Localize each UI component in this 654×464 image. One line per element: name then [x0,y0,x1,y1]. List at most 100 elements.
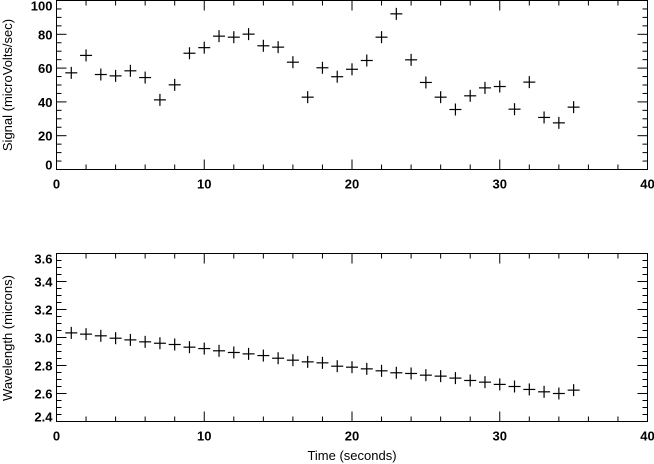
wavelength-y-tick-label: 2.8 [34,359,52,374]
wavelength-data-point [523,383,536,396]
wavelength-x-tick-label: 10 [197,429,211,444]
wavelength-data-point [567,384,580,397]
wavelength-data-point [272,352,285,365]
signal-data-point [523,76,536,89]
signal-x-tick-label: 40 [640,177,654,192]
wavelength-data-point [257,349,270,362]
wavelength-data-point [390,366,403,379]
signal-data-point [94,68,107,81]
signal-x-tick-label: 30 [493,177,507,192]
signal-data-point [419,76,432,89]
signal-data-point [183,47,196,60]
signal-data-point [242,28,255,41]
signal-data-point [153,93,166,106]
signal-data-point [213,30,226,43]
wavelength-data-point [286,354,299,367]
signal-data-point [464,89,477,102]
signal-data-point [508,103,521,116]
wavelength-data-point [493,378,506,391]
wavelength-plot: 0 10 20 30 40 2.4 2.6 2.8 3.0 3.2 3.4 3.6 Wavelengt… [0,252,654,464]
signal-data-point [478,81,491,94]
signal-data-point [139,71,152,84]
signal-y-tick-label: 40 [38,95,52,110]
wavelength-data-point [316,356,329,369]
wavelength-data-point [405,367,418,380]
wavelength-data-point [242,347,255,360]
wavelength-data-point [183,341,196,354]
wavelength-data-point [478,376,491,389]
signal-data-point [567,101,580,114]
wavelength-data-point [360,362,373,375]
wavelength-data-point [80,328,93,341]
wavelength-data-point [227,346,240,359]
wavelength-data-point [168,338,181,351]
wavelength-data-point [139,335,152,348]
wavelength-data-point [65,326,78,339]
signal-y-tick-label: 0 [45,158,52,173]
wavelength-x-tick-label: 30 [493,429,507,444]
signal-frame [56,0,648,170]
signal-y-tick-label: 80 [38,27,52,42]
signal-x-tick-label: 0 [53,177,60,192]
wavelength-data-point [94,329,107,342]
wavelength-y-tick-label: 2.6 [34,387,52,402]
wavelength-data-point [552,387,565,400]
wavelength-data-points [65,326,580,400]
signal-y-tick-label: 100 [31,0,53,14]
wavelength-y-tick-label: 3.6 [34,252,52,267]
signal-data-point [360,54,373,67]
signal-data-point [301,91,314,104]
wavelength-data-point [153,337,166,350]
signal-plot: 0 10 20 30 40 0 20 40 60 80 100 Signal (microVolts… [0,0,654,192]
wavelength-y-tick-label: 3.0 [34,331,52,346]
signal-data-point [538,111,551,124]
wavelength-data-point [449,372,462,385]
signal-data-point [449,103,462,116]
wavelength-data-point [375,364,388,377]
signal-data-point [286,56,299,69]
signal-data-point [493,80,506,93]
wavelength-data-point [301,355,314,368]
signal-data-point [346,63,358,76]
wavelength-data-point [124,333,137,346]
wavelength-data-point [109,332,122,345]
wavelength-data-point [538,385,551,398]
signal-data-point [552,116,565,129]
signal-data-point [109,69,122,82]
wavelength-axes: 0 10 20 30 40 2.4 2.6 2.8 3.0 3.2 3.4 3.6 [34,252,654,444]
wavelength-x-tick-label: 0 [53,429,60,444]
time-x-axis-label: Time (seconds) [307,448,396,463]
signal-data-points [65,7,580,129]
wavelength-data-point [508,380,521,393]
signal-y-axis-label: Signal (microVolts/sec) [0,19,15,151]
wavelength-x-tick-label: 20 [345,429,359,444]
wavelength-data-point [464,374,477,387]
signal-x-tick-label: 10 [197,177,211,192]
signal-data-point [434,91,447,104]
signal-data-point [390,7,403,20]
signal-data-point [316,61,329,74]
signal-data-point [272,41,285,54]
signal-data-point [331,70,344,83]
wavelength-y-axis-label: Wavelength (microns) [0,275,15,401]
signal-data-point [65,66,78,79]
wavelength-y-tick-label: 2.4 [34,410,53,425]
wavelength-y-tick-label: 3.4 [34,275,53,290]
wavelength-y-tick-label: 3.2 [34,303,52,318]
wavelength-data-point [213,344,226,357]
wavelength-data-point [346,361,358,374]
signal-y-tick-label: 20 [38,129,52,144]
wavelength-data-point [198,342,211,355]
signal-x-tick-label: 20 [345,177,359,192]
signal-data-point [124,64,137,77]
wavelength-data-point [331,360,344,373]
signal-data-point [80,49,93,62]
wavelength-data-point [419,369,432,382]
signal-axes: 0 10 20 30 40 0 20 40 60 80 100 [31,0,654,192]
signal-data-point [198,41,211,54]
signal-y-tick-label: 60 [38,61,52,76]
signal-data-point [257,39,270,52]
wavelength-x-tick-label: 40 [640,429,654,444]
signal-data-point [168,78,181,91]
